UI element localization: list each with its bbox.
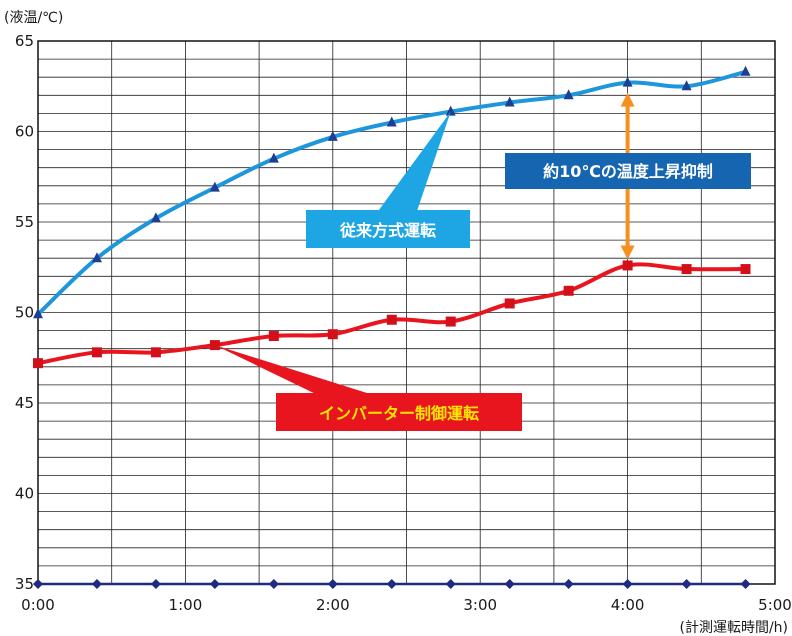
- callout-label-conventional: 従来方式運転: [339, 221, 436, 240]
- x-tick-label: 2:00: [316, 596, 350, 614]
- data-point: [150, 212, 161, 223]
- data-point: [445, 105, 456, 116]
- callout-box-inverter: [276, 393, 522, 431]
- callout-box-conventional: [306, 210, 470, 248]
- data-point: [327, 130, 338, 141]
- data-point: [91, 579, 102, 589]
- data-point: [681, 264, 692, 275]
- data-point: [681, 579, 692, 589]
- y-tick-label: 60: [15, 123, 34, 141]
- data-point: [386, 579, 397, 589]
- data-point: [504, 579, 515, 589]
- data-point: [268, 152, 279, 163]
- data-point: [563, 285, 574, 296]
- data-point: [327, 579, 338, 589]
- difference-arrow-head-down: [620, 245, 635, 260]
- data-point: [563, 89, 574, 100]
- data-point: [740, 264, 751, 275]
- data-point: [504, 96, 515, 107]
- data-point: [740, 65, 751, 76]
- data-point: [91, 252, 102, 263]
- data-point: [681, 80, 692, 91]
- y-tick-label: 55: [15, 213, 34, 231]
- data-point: [386, 116, 397, 127]
- data-point: [209, 579, 220, 589]
- data-point: [33, 308, 43, 319]
- data-point: [386, 314, 397, 325]
- data-point: [33, 579, 43, 589]
- data-point: [622, 579, 633, 589]
- y-tick-label: 65: [15, 32, 34, 50]
- data-point: [504, 298, 515, 309]
- x-tick-label: 0:00: [21, 596, 55, 614]
- data-point: [740, 579, 751, 589]
- data-point: [150, 579, 161, 589]
- data-point: [327, 329, 338, 340]
- callout-pointer-inverter: [214, 345, 386, 399]
- data-point: [150, 347, 161, 358]
- callout-label-suppression: 約10℃の温度上昇抑制: [543, 162, 713, 181]
- data-point: [33, 358, 43, 369]
- y-tick-label: 50: [15, 304, 34, 322]
- y-tick-label: 45: [15, 394, 34, 412]
- data-point: [268, 331, 279, 342]
- data-point: [209, 181, 220, 192]
- data-point: [268, 579, 279, 589]
- y-axis-title: (液温/℃): [4, 10, 63, 26]
- y-tick-label: 35: [15, 575, 34, 593]
- x-tick-label: 3:00: [463, 596, 497, 614]
- chart-series: [33, 65, 751, 589]
- callout-box-suppression: [505, 153, 751, 189]
- chart-labels: 35 40 45 50 55 60 65 0:00 1:00 2:00 3:00 4:00 5:00 (液…: [4, 10, 792, 636]
- data-point: [622, 76, 633, 87]
- difference-arrow-head-up: [620, 92, 635, 107]
- x-tick-label: 1:00: [169, 596, 203, 614]
- data-point: [563, 579, 574, 589]
- y-tick-label: 40: [15, 485, 34, 503]
- callout-label-inverter: インバーター制御運転: [319, 404, 479, 423]
- x-tick-label: 4:00: [611, 596, 645, 614]
- data-point: [445, 579, 456, 589]
- data-point: [445, 316, 456, 327]
- x-axis-title: (計測運転時間/h): [679, 620, 788, 636]
- chart-grid: [38, 41, 775, 584]
- data-point: [91, 347, 102, 358]
- x-tick-label: 5:00: [758, 596, 792, 614]
- callout-pointer-conventional: [376, 111, 451, 214]
- data-point: [622, 260, 633, 271]
